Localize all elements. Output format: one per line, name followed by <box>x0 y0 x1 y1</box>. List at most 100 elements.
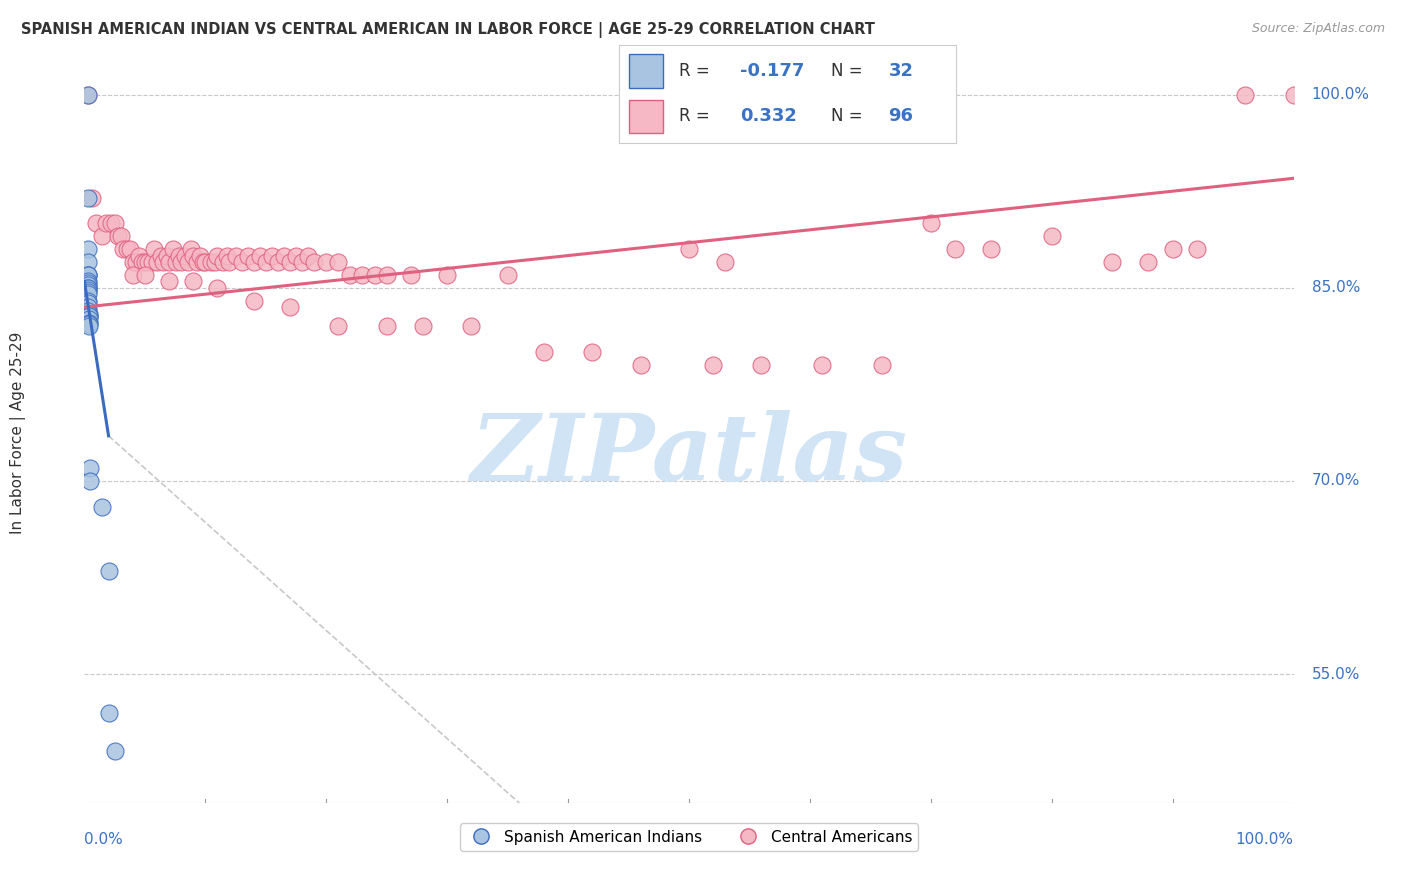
Point <box>328 319 350 334</box>
Point <box>77 283 100 297</box>
Point <box>1137 255 1160 269</box>
Text: N =: N = <box>831 107 868 125</box>
Text: R =: R = <box>679 107 716 125</box>
Point <box>460 319 482 334</box>
Point <box>107 229 129 244</box>
Point <box>872 358 894 372</box>
Point <box>533 345 555 359</box>
Point <box>173 249 195 263</box>
Point <box>77 274 100 288</box>
Point <box>630 358 652 372</box>
Text: R =: R = <box>679 62 716 80</box>
Text: 85.0%: 85.0% <box>1312 280 1360 295</box>
Point <box>162 242 184 256</box>
Point <box>128 249 150 263</box>
Point <box>77 285 100 299</box>
Point <box>155 249 177 263</box>
Point <box>375 268 398 282</box>
Point <box>242 293 264 308</box>
Text: ZIPatlas: ZIPatlas <box>471 409 907 500</box>
Point <box>77 242 100 256</box>
Point <box>714 255 737 269</box>
Point <box>91 229 114 244</box>
Point <box>215 249 238 263</box>
Point <box>110 229 132 244</box>
Text: 70.0%: 70.0% <box>1312 474 1360 489</box>
Text: 100.0%: 100.0% <box>1236 832 1294 847</box>
Point <box>141 255 163 269</box>
Point <box>77 278 100 293</box>
Text: -0.177: -0.177 <box>740 62 804 80</box>
Point <box>131 255 153 269</box>
Point <box>77 287 100 301</box>
Point <box>200 255 222 269</box>
Point <box>190 249 212 263</box>
Point <box>77 309 100 323</box>
Point <box>170 255 193 269</box>
Point <box>291 255 314 269</box>
Point <box>581 345 603 359</box>
Point <box>702 358 724 372</box>
Point <box>152 255 174 269</box>
Point <box>134 255 156 269</box>
Point <box>436 268 458 282</box>
Point <box>77 276 100 290</box>
Point <box>79 461 101 475</box>
FancyBboxPatch shape <box>628 100 662 133</box>
Point <box>328 255 350 269</box>
Point <box>138 255 160 269</box>
Point <box>77 87 100 102</box>
Point <box>77 309 100 323</box>
Point <box>399 268 422 282</box>
Point <box>77 317 100 331</box>
Point <box>496 268 519 282</box>
Text: 55.0%: 55.0% <box>1312 666 1360 681</box>
Point <box>302 255 325 269</box>
Point <box>811 358 834 372</box>
Point <box>284 249 308 263</box>
Point <box>77 255 100 269</box>
Point <box>181 249 204 263</box>
Point <box>77 300 100 314</box>
Text: In Labor Force | Age 25-29: In Labor Force | Age 25-29 <box>10 332 25 533</box>
Point <box>112 242 135 256</box>
Point <box>218 255 240 269</box>
Point <box>1101 255 1123 269</box>
Point <box>375 319 398 334</box>
Point <box>225 249 247 263</box>
Point <box>77 281 100 295</box>
Point <box>104 744 127 758</box>
Point <box>249 249 271 263</box>
Point <box>77 268 100 282</box>
Point <box>207 281 229 295</box>
Point <box>100 216 122 230</box>
Point <box>278 255 301 269</box>
Point <box>77 296 100 310</box>
Point <box>920 216 942 230</box>
Text: SPANISH AMERICAN INDIAN VS CENTRAL AMERICAN IN LABOR FORCE | AGE 25-29 CORRELATI: SPANISH AMERICAN INDIAN VS CENTRAL AMERI… <box>21 22 875 38</box>
Point <box>146 255 169 269</box>
Point <box>339 268 361 282</box>
Point <box>143 242 166 256</box>
Point <box>77 304 100 318</box>
Point <box>352 268 374 282</box>
Point <box>412 319 434 334</box>
Point <box>157 274 180 288</box>
Point <box>180 242 202 256</box>
Point <box>157 255 180 269</box>
Point <box>267 255 290 269</box>
Point <box>1282 87 1305 102</box>
Point <box>97 564 120 578</box>
Point <box>77 268 100 282</box>
Point <box>181 274 204 288</box>
Text: 0.332: 0.332 <box>740 107 797 125</box>
Point <box>77 316 100 330</box>
Point <box>943 242 966 256</box>
Point <box>186 255 208 269</box>
Point <box>167 249 190 263</box>
Point <box>80 191 103 205</box>
Point <box>177 255 200 269</box>
Text: 100.0%: 100.0% <box>1312 87 1369 102</box>
Point <box>121 268 143 282</box>
Point <box>77 311 100 326</box>
